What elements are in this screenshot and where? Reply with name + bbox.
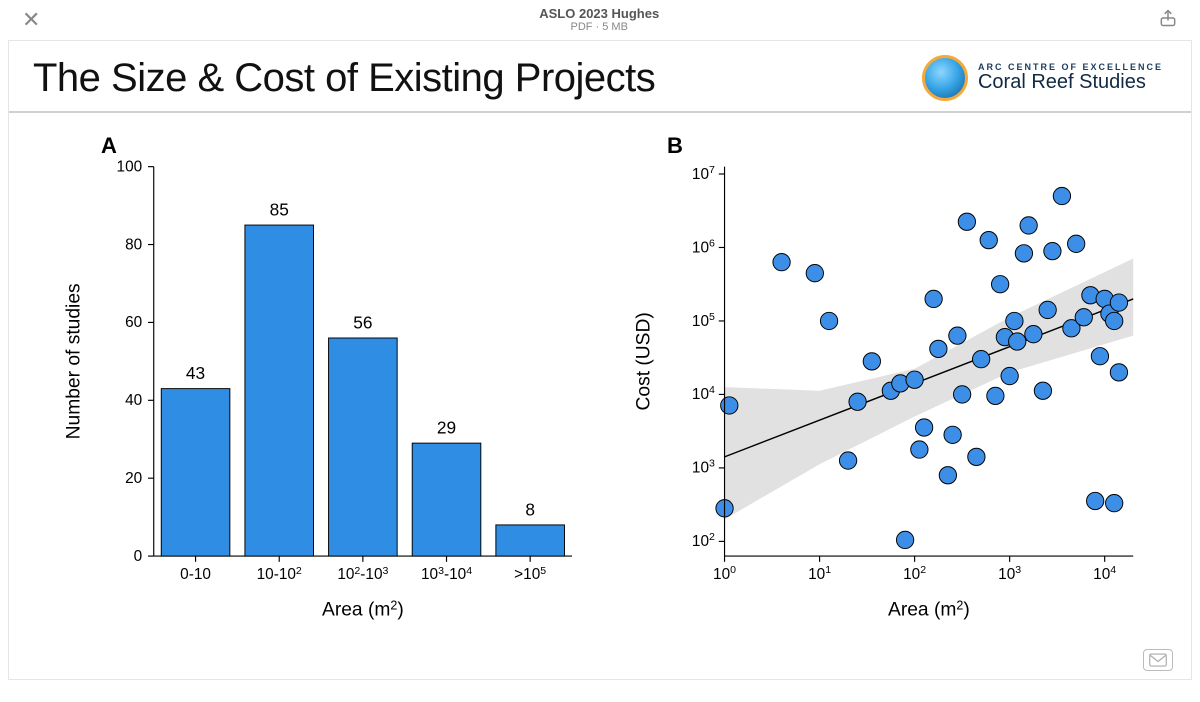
scatter-chart: 102 103 104 105 106 107 100 101 102 103 104 Area (m… <box>615 133 1161 633</box>
svg-text:10-102: 10-102 <box>257 565 302 583</box>
close-icon[interactable]: ✕ <box>22 7 40 33</box>
org-logo-text: ARC CENTRE OF EXCELLENCE Coral Reef Stud… <box>978 63 1163 93</box>
mail-icon[interactable] <box>1143 649 1173 671</box>
svg-text:8: 8 <box>525 499 535 519</box>
svg-text:85: 85 <box>270 199 289 219</box>
svg-text:101: 101 <box>808 564 831 583</box>
bar-chart: 0 20 40 60 80 100 43 0-10 85 10-102 56 102-103 29 103… <box>49 133 595 633</box>
svg-text:102-103: 102-103 <box>337 565 388 583</box>
svg-text:29: 29 <box>437 418 456 438</box>
svg-text:43: 43 <box>186 363 205 383</box>
svg-text:0: 0 <box>134 548 143 565</box>
org-logo-line2: Coral Reef Studies <box>978 72 1163 93</box>
document-subtitle: PDF · 5 MB <box>539 21 659 34</box>
panel-a-letter: A <box>101 133 117 159</box>
document-meta: ASLO 2023 Hughes PDF · 5 MB <box>539 6 659 35</box>
svg-text:107: 107 <box>692 164 715 183</box>
pdf-viewer-topbar: ✕ ASLO 2023 Hughes PDF · 5 MB <box>0 0 1200 40</box>
svg-text:100: 100 <box>117 158 143 175</box>
svg-text:20: 20 <box>125 470 142 487</box>
slide-title: The Size & Cost of Existing Projects <box>33 56 655 101</box>
svg-text:100: 100 <box>713 564 736 583</box>
svg-text:102: 102 <box>903 564 926 583</box>
panel-a: A 0 20 40 60 80 100 43 0-10 85 10-102 56 102-103 29 1… <box>49 133 595 633</box>
svg-text:Number of studies: Number of studies <box>64 283 85 439</box>
svg-text:105: 105 <box>692 311 715 330</box>
slide-header: The Size & Cost of Existing Projects ARC… <box>9 41 1191 113</box>
svg-text:103: 103 <box>692 458 715 477</box>
document-title: ASLO 2023 Hughes <box>539 6 659 22</box>
svg-text:80: 80 <box>125 236 142 253</box>
panel-b-letter: B <box>667 133 683 159</box>
slide: The Size & Cost of Existing Projects ARC… <box>8 40 1192 680</box>
svg-text:106: 106 <box>692 238 715 257</box>
svg-text:103-104: 103-104 <box>421 565 472 583</box>
svg-text:0-10: 0-10 <box>180 566 211 583</box>
svg-text:Cost (USD): Cost (USD) <box>634 312 655 410</box>
svg-text:Area (m2): Area (m2) <box>322 599 404 621</box>
org-logo: ARC CENTRE OF EXCELLENCE Coral Reef Stud… <box>922 55 1163 101</box>
svg-text:60: 60 <box>125 314 142 331</box>
svg-text:103: 103 <box>998 564 1021 583</box>
svg-text:40: 40 <box>125 392 142 409</box>
svg-text:56: 56 <box>353 312 372 332</box>
svg-text:102: 102 <box>692 531 715 550</box>
panel-b: B 102 103 104 105 106 107 100 101 102 103 104 Area … <box>615 133 1161 633</box>
svg-text:104: 104 <box>1093 564 1116 583</box>
svg-text:Area (m2): Area (m2) <box>888 599 970 621</box>
charts-row: A 0 20 40 60 80 100 43 0-10 85 10-102 56 102-103 29 1… <box>9 113 1191 643</box>
share-icon[interactable] <box>1158 8 1178 33</box>
globe-icon <box>922 55 968 101</box>
svg-text:>105: >105 <box>514 565 546 583</box>
svg-text:104: 104 <box>692 384 715 403</box>
